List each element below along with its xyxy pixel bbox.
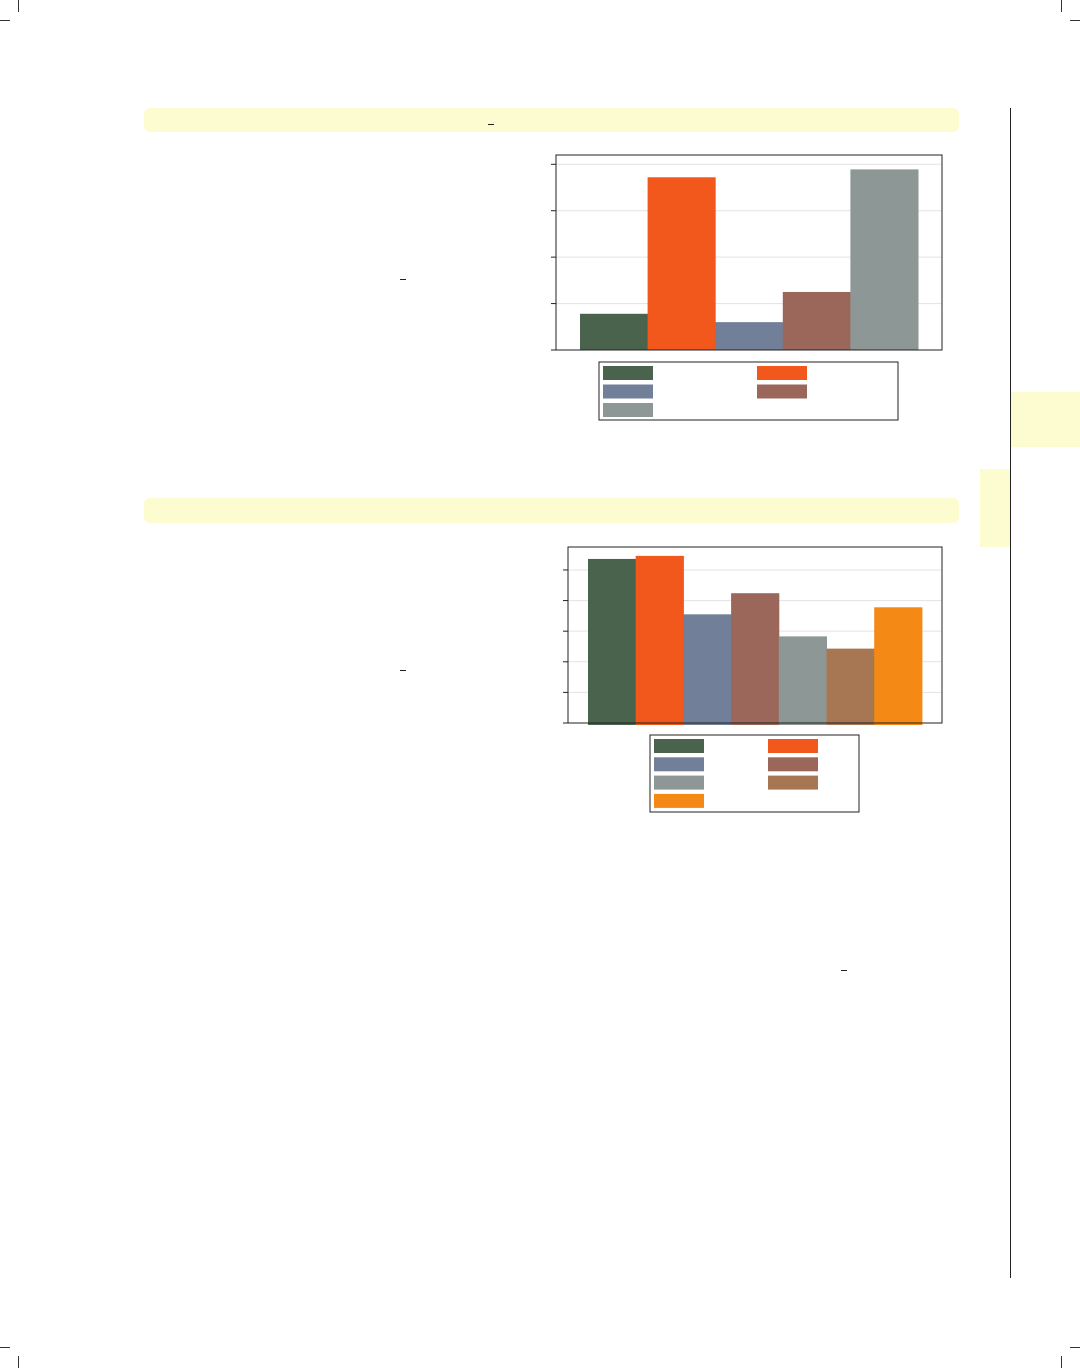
- bar: [850, 169, 919, 350]
- legend-swatch: [603, 366, 653, 380]
- bar: [826, 648, 875, 725]
- bar: [731, 593, 780, 725]
- bar: [683, 614, 732, 725]
- margin-rule: [1010, 108, 1011, 1278]
- text-mark: [841, 970, 847, 971]
- bar: [635, 555, 684, 725]
- bar: [580, 313, 649, 350]
- legend-swatch: [654, 793, 704, 808]
- section-heading-highlight-2: [144, 498, 959, 523]
- bar: [588, 558, 637, 725]
- side-tab-1[interactable]: [1011, 392, 1080, 447]
- bar: [874, 607, 923, 725]
- legend-swatch: [757, 384, 807, 399]
- legend-swatch: [768, 757, 818, 772]
- bar: [647, 177, 716, 350]
- legend-swatch: [768, 775, 818, 790]
- bar: [782, 291, 851, 350]
- crop-mark: [1070, 20, 1080, 21]
- legend-swatch: [603, 384, 653, 399]
- section-heading-highlight-1: [144, 108, 959, 132]
- crop-mark: [18, 1356, 19, 1368]
- plot-frame: [555, 154, 943, 351]
- crop-mark: [1061, 0, 1062, 12]
- crop-mark: [1061, 1356, 1062, 1368]
- side-tab-2[interactable]: [980, 469, 1010, 547]
- text-mark: [400, 279, 406, 280]
- legend-swatch: [654, 757, 704, 772]
- legend-box: [598, 361, 899, 421]
- legend-swatch: [603, 403, 653, 417]
- bar: [715, 322, 784, 350]
- plot-frame: [567, 546, 943, 724]
- text-mark: [488, 124, 494, 125]
- bar: [778, 636, 827, 725]
- legend-swatch: [654, 739, 704, 753]
- text-mark: [400, 670, 406, 671]
- legend-box: [649, 734, 860, 813]
- crop-mark: [18, 0, 19, 12]
- crop-mark: [0, 20, 10, 21]
- legend-swatch: [757, 366, 807, 380]
- crop-mark: [0, 1347, 10, 1348]
- legend-swatch: [768, 739, 818, 753]
- crop-mark: [1070, 1347, 1080, 1348]
- legend-swatch: [654, 775, 704, 790]
